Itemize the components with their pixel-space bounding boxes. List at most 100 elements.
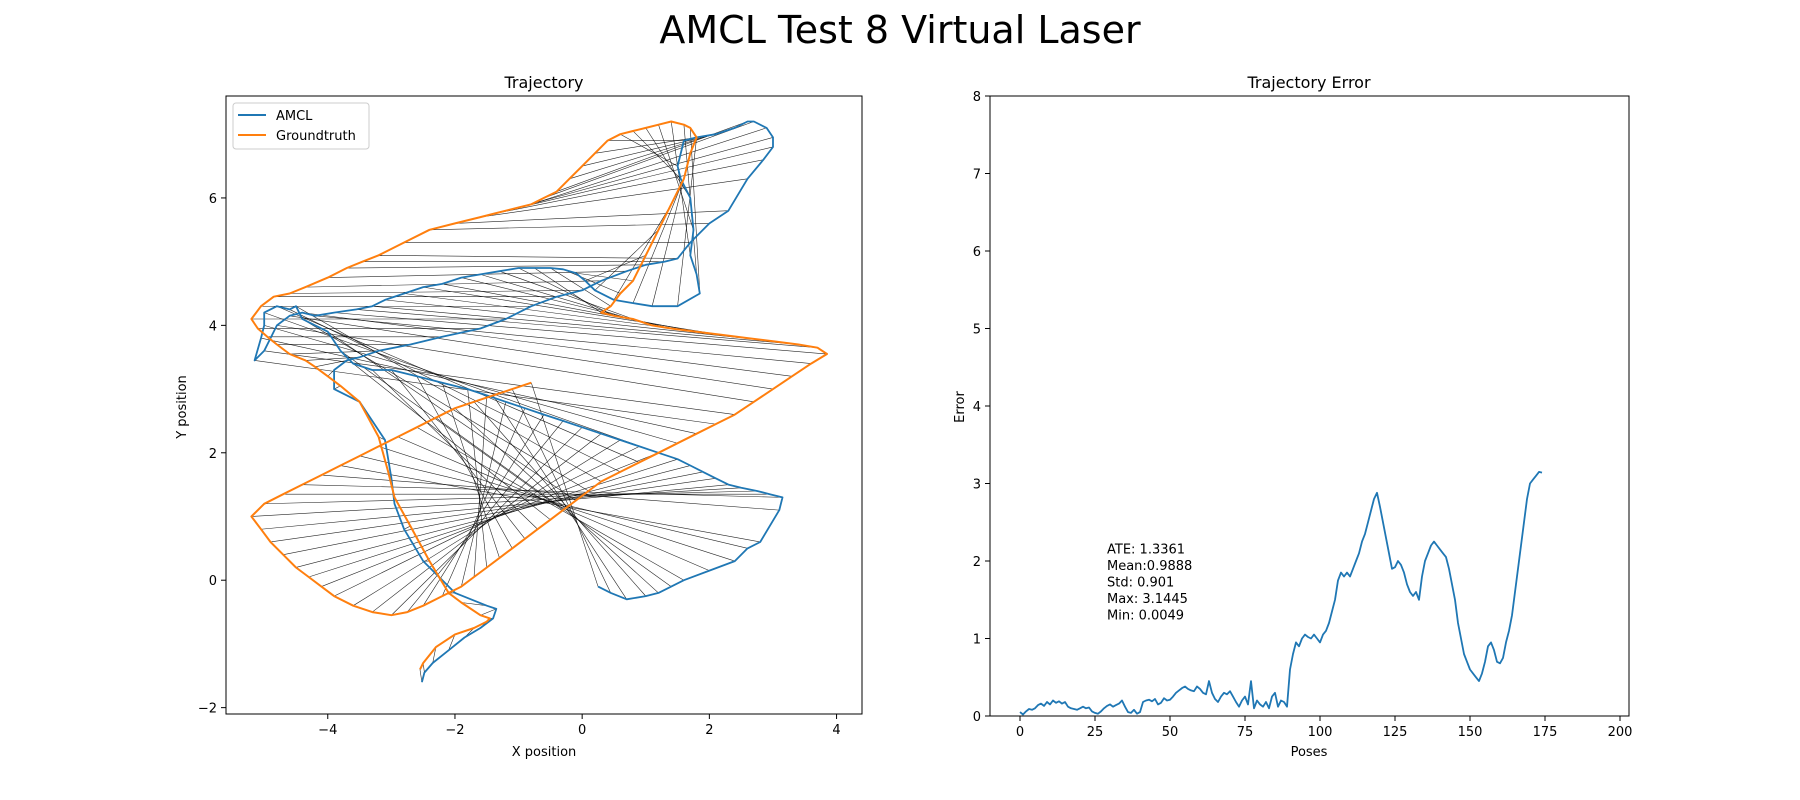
error-connector-line bbox=[670, 121, 691, 256]
error-xtick-label: 125 bbox=[1383, 725, 1408, 740]
error-connector-line bbox=[689, 127, 701, 294]
error-connector-line bbox=[302, 312, 793, 377]
error-ytick-label: 6 bbox=[973, 245, 981, 260]
error-connector-line bbox=[429, 223, 710, 231]
error-connector-line bbox=[289, 290, 583, 294]
error-connector-line bbox=[407, 420, 564, 613]
error-connector-group bbox=[251, 121, 828, 683]
error-connector-line bbox=[632, 178, 685, 304]
error-connector-line bbox=[534, 267, 602, 313]
error-connector-line bbox=[251, 487, 742, 517]
error-connector-line bbox=[372, 305, 799, 345]
error-ytick-label: 2 bbox=[973, 555, 981, 570]
error-ytick-label: 0 bbox=[973, 710, 981, 725]
error-connector-line bbox=[416, 427, 685, 581]
error-xtick-label: 25 bbox=[1087, 725, 1104, 740]
trajectory-xtick-label: 2 bbox=[705, 723, 713, 738]
legend-label-groundtruth: Groundtruth bbox=[276, 129, 356, 144]
stats-line: Mean:0.9888 bbox=[1107, 559, 1192, 574]
trajectory-ytick-label: −2 bbox=[198, 702, 217, 717]
error-connector-line bbox=[308, 458, 678, 578]
error-connector-line bbox=[264, 312, 659, 454]
error-connector-line bbox=[531, 127, 767, 205]
trajectory-axes: −4 −2 0 2 4 −2 0 2 4 6 Trajectory X position Y po… bbox=[175, 73, 863, 760]
error-xtick-label: 75 bbox=[1237, 725, 1254, 740]
trajectory-ytick-label: 2 bbox=[209, 447, 217, 462]
trajectory-ticks: −4 −2 0 2 4 −2 0 2 4 6 bbox=[198, 192, 841, 738]
error-connector-line bbox=[658, 124, 694, 230]
error-connector-line bbox=[321, 474, 780, 511]
error-connector-line bbox=[276, 325, 754, 403]
error-connector-line bbox=[321, 452, 659, 587]
trajectory-ytick-label: 0 bbox=[209, 574, 217, 589]
error-connector-line bbox=[492, 395, 627, 600]
error-connector-line bbox=[260, 484, 729, 530]
error-connector-line bbox=[422, 414, 545, 606]
error-connector-line bbox=[585, 255, 646, 282]
error-connector-line bbox=[276, 305, 640, 463]
trajectory-ylabel: Y position bbox=[175, 375, 190, 440]
stats-line: ATE: 1.3361 bbox=[1107, 542, 1185, 557]
error-xtick-label: 50 bbox=[1162, 725, 1179, 740]
trajectory-plot-area bbox=[225, 95, 863, 715]
error-connector-line bbox=[435, 417, 672, 587]
error-xtick-label: 0 bbox=[1016, 725, 1024, 740]
legend-label-amcl: AMCL bbox=[276, 109, 313, 124]
error-ticks: 0 25 50 75 100 125 150 175 200 0 1 2 3 4 5 6 7 8 bbox=[973, 90, 1633, 740]
error-connector-line bbox=[416, 376, 513, 549]
error-connector-line bbox=[305, 280, 602, 288]
error-connector-line bbox=[295, 465, 691, 568]
trajectory-xlabel: X position bbox=[512, 745, 577, 760]
error-connector-line bbox=[677, 137, 697, 307]
error-connector-line bbox=[518, 137, 774, 208]
error-connector-line bbox=[518, 267, 615, 317]
error-connector-line bbox=[432, 647, 437, 664]
error-ytick-label: 4 bbox=[973, 400, 981, 415]
error-series-line bbox=[1019, 470, 1543, 716]
stats-line: Std: 0.901 bbox=[1107, 575, 1174, 590]
error-ylabel: Error bbox=[953, 391, 968, 423]
error-connector-line bbox=[378, 254, 678, 259]
error-ytick-label: 5 bbox=[973, 323, 981, 338]
error-connector-line bbox=[562, 269, 621, 294]
figure-title: AMCL Test 8 Virtual Laser bbox=[659, 8, 1141, 52]
error-connector-line bbox=[543, 121, 754, 199]
error-connector-line bbox=[493, 159, 764, 215]
error-connector-line bbox=[264, 490, 758, 505]
error-connector-line bbox=[620, 133, 678, 167]
error-connector-line bbox=[270, 477, 716, 543]
error-connector-line bbox=[346, 264, 646, 269]
groundtruth-series-line bbox=[250, 120, 828, 670]
error-connector-line bbox=[461, 602, 487, 606]
stats-line: Max: 3.1445 bbox=[1107, 592, 1188, 607]
error-xtick-label: 175 bbox=[1533, 725, 1558, 740]
error-connector-line bbox=[264, 350, 735, 415]
error-connector-line bbox=[442, 283, 697, 333]
error-title: Trajectory Error bbox=[1246, 73, 1371, 92]
trajectory-ytick-label: 4 bbox=[209, 319, 217, 334]
error-connector-line bbox=[372, 369, 538, 530]
error-connector-line bbox=[315, 315, 812, 364]
error-connector-line bbox=[333, 446, 640, 597]
trajectory-xtick-label: 0 bbox=[578, 723, 586, 738]
error-connector-line bbox=[441, 382, 500, 559]
error-connector-line bbox=[454, 407, 659, 594]
trajectory-legend: AMCL Groundtruth bbox=[232, 102, 370, 150]
error-connector-line bbox=[289, 315, 774, 390]
error-connector-line bbox=[283, 471, 704, 556]
error-connector-line bbox=[454, 210, 729, 224]
error-ytick-label: 1 bbox=[973, 633, 981, 648]
error-connector-line bbox=[289, 309, 621, 473]
error-ytick-label: 7 bbox=[973, 168, 981, 183]
error-connector-line bbox=[302, 484, 783, 498]
legend-box bbox=[232, 102, 370, 150]
error-connector-line bbox=[264, 325, 678, 444]
error-connector-line bbox=[473, 401, 646, 597]
stats-line: Min: 0.0049 bbox=[1107, 608, 1184, 623]
error-connector-line bbox=[423, 286, 723, 336]
error-xlabel: Poses bbox=[1291, 745, 1328, 760]
trajectory-frame bbox=[225, 95, 863, 715]
error-connector-line bbox=[327, 331, 576, 501]
error-connector-line bbox=[645, 127, 691, 199]
